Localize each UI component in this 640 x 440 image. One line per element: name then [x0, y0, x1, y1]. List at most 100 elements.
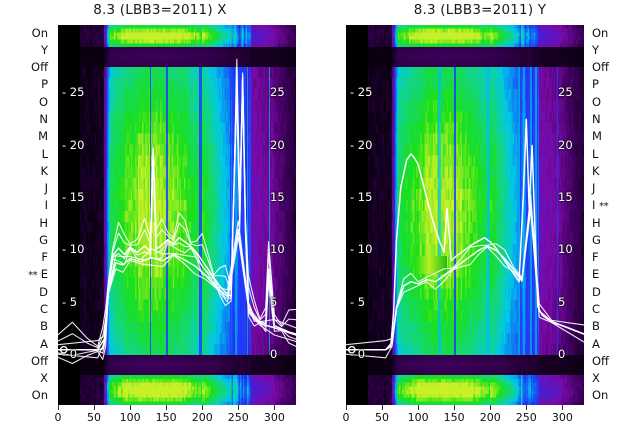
- category-label-k: K: [40, 163, 48, 178]
- category-label-on: On: [592, 388, 609, 403]
- x-tick-mark: [562, 405, 564, 410]
- category-label-y: Y: [592, 42, 600, 57]
- y-tick-label: - 15: [62, 189, 85, 204]
- category-label-d: D: [39, 284, 48, 299]
- category-label-n: N: [39, 112, 48, 126]
- trace-line: [58, 68, 296, 349]
- category-label-g: G: [592, 232, 601, 247]
- panel-x-title: 8.3 (LBB3=2011) X: [93, 2, 227, 18]
- y-tick-label: - 10: [350, 242, 373, 257]
- category-label-n: N: [592, 112, 601, 126]
- y-tick-label: - 25: [350, 85, 373, 100]
- x-tick-mark: [490, 405, 492, 410]
- category-label-off: Off: [592, 353, 609, 368]
- y-tick-label: - 0: [62, 347, 78, 361]
- heatmap-band-gap-upper: [346, 47, 584, 67]
- panel-x-axis: 0 50 100 150 200 250 300: [55, 405, 296, 440]
- trace-line: [346, 118, 584, 351]
- panel-x-traces: [58, 58, 296, 365]
- category-label-h: H: [39, 215, 48, 230]
- category-label-on: On: [31, 388, 48, 403]
- y-tick-label: - 10: [62, 242, 85, 257]
- heatmap-band-bottom: [58, 375, 296, 405]
- x-tick-mark: [94, 405, 96, 410]
- y-tick-label: 15: [558, 189, 573, 204]
- category-label-m: M: [38, 129, 48, 144]
- right-category-axis: On Y Off P O N M L K J I ** H G F E D C B A Off X On: [588, 25, 640, 405]
- heatmap-dark-margin: [346, 25, 368, 405]
- x-tick-mark: [166, 405, 168, 410]
- category-label-y: Y: [40, 42, 48, 57]
- x-tick-mark: [238, 405, 240, 410]
- x-tick-label: 50: [375, 411, 390, 424]
- category-label-off: Off: [31, 353, 48, 368]
- heatmap-band-bottom: [346, 375, 584, 405]
- x-tick-mark: [382, 405, 384, 410]
- x-tick-label: 200: [191, 411, 213, 424]
- y-tick-label: 20: [558, 137, 573, 152]
- x-tick-mark: [346, 405, 347, 410]
- category-label-a: A: [592, 336, 600, 351]
- y-tick-label: 5: [558, 294, 566, 309]
- trace-line: [58, 58, 296, 347]
- y-tick-label: 15: [270, 189, 285, 204]
- category-label-a: A: [40, 336, 48, 351]
- x-tick-label: 100: [407, 411, 429, 424]
- category-label-i: I **: [592, 198, 609, 213]
- category-label-g: G: [39, 232, 48, 247]
- x-tick-label: 250: [227, 411, 249, 424]
- category-label-on: On: [592, 25, 609, 40]
- y-tick-label: 0: [270, 347, 278, 361]
- x-tick-label: 0: [342, 411, 350, 424]
- category-label-o: O: [38, 94, 48, 109]
- trace-line: [58, 236, 296, 359]
- category-label-k: K: [592, 163, 600, 178]
- category-label-x: X: [592, 371, 600, 386]
- trace-line: [346, 194, 584, 346]
- category-label-off: Off: [31, 60, 48, 75]
- heatmap-band-top: [58, 25, 296, 47]
- trace-line: [58, 228, 296, 351]
- x-tick-label: 100: [119, 411, 141, 424]
- y-tick-label: - 20: [350, 137, 373, 152]
- y-tick-label: - 15: [350, 189, 373, 204]
- y-tick-label: 0: [558, 347, 566, 361]
- category-label-p: P: [592, 77, 599, 92]
- category-label-off: Off: [592, 60, 609, 75]
- x-tick-mark: [130, 405, 132, 410]
- x-tick-mark: [58, 405, 59, 410]
- category-label-i: I: [44, 198, 48, 213]
- x-tick-mark: [202, 405, 204, 410]
- category-label-h: H: [592, 215, 601, 230]
- trace-line: [58, 76, 296, 351]
- panel-y: 8.3 (LBB3=2011) Y On Y Off P O N M L K J I ** H G F E D…: [320, 0, 640, 440]
- y-tick-label: - 20: [62, 137, 85, 152]
- panel-y-title: 8.3 (LBB3=2011) Y: [413, 2, 547, 18]
- y-tick-label: - 0: [350, 347, 366, 361]
- panel-y-traces: [346, 118, 584, 359]
- trace-line: [346, 202, 584, 351]
- category-label-b: B: [40, 319, 48, 334]
- y-tick-label: - 25: [62, 85, 85, 100]
- baseline-marker: [59, 345, 68, 354]
- category-label-e: E: [592, 267, 600, 282]
- panel-y-axis: 0 50 100 150 200 250 300: [342, 405, 584, 440]
- x-tick-label: 150: [155, 411, 177, 424]
- panel-x: 8.3 (LBB3=2011) X On Y Off P O N M L K J I H G F ** E D…: [28, 2, 296, 440]
- x-tick-label: 50: [87, 411, 102, 424]
- category-label-c: C: [592, 302, 601, 316]
- x-tick-label: 200: [479, 411, 501, 424]
- category-label-p: P: [41, 77, 48, 92]
- category-label-on: On: [31, 25, 48, 40]
- x-tick-label: 300: [263, 411, 285, 424]
- category-label-e: ** E: [28, 267, 48, 282]
- heatmap-dark-margin: [58, 25, 80, 405]
- x-tick-mark: [454, 405, 456, 410]
- category-label-o: O: [592, 94, 602, 109]
- heatmap-band-top: [346, 25, 584, 47]
- y-tick-label: 5: [270, 294, 278, 309]
- x-tick-label: 250: [515, 411, 537, 424]
- heatmap-band-main: [346, 67, 584, 355]
- x-tick-mark: [526, 405, 528, 410]
